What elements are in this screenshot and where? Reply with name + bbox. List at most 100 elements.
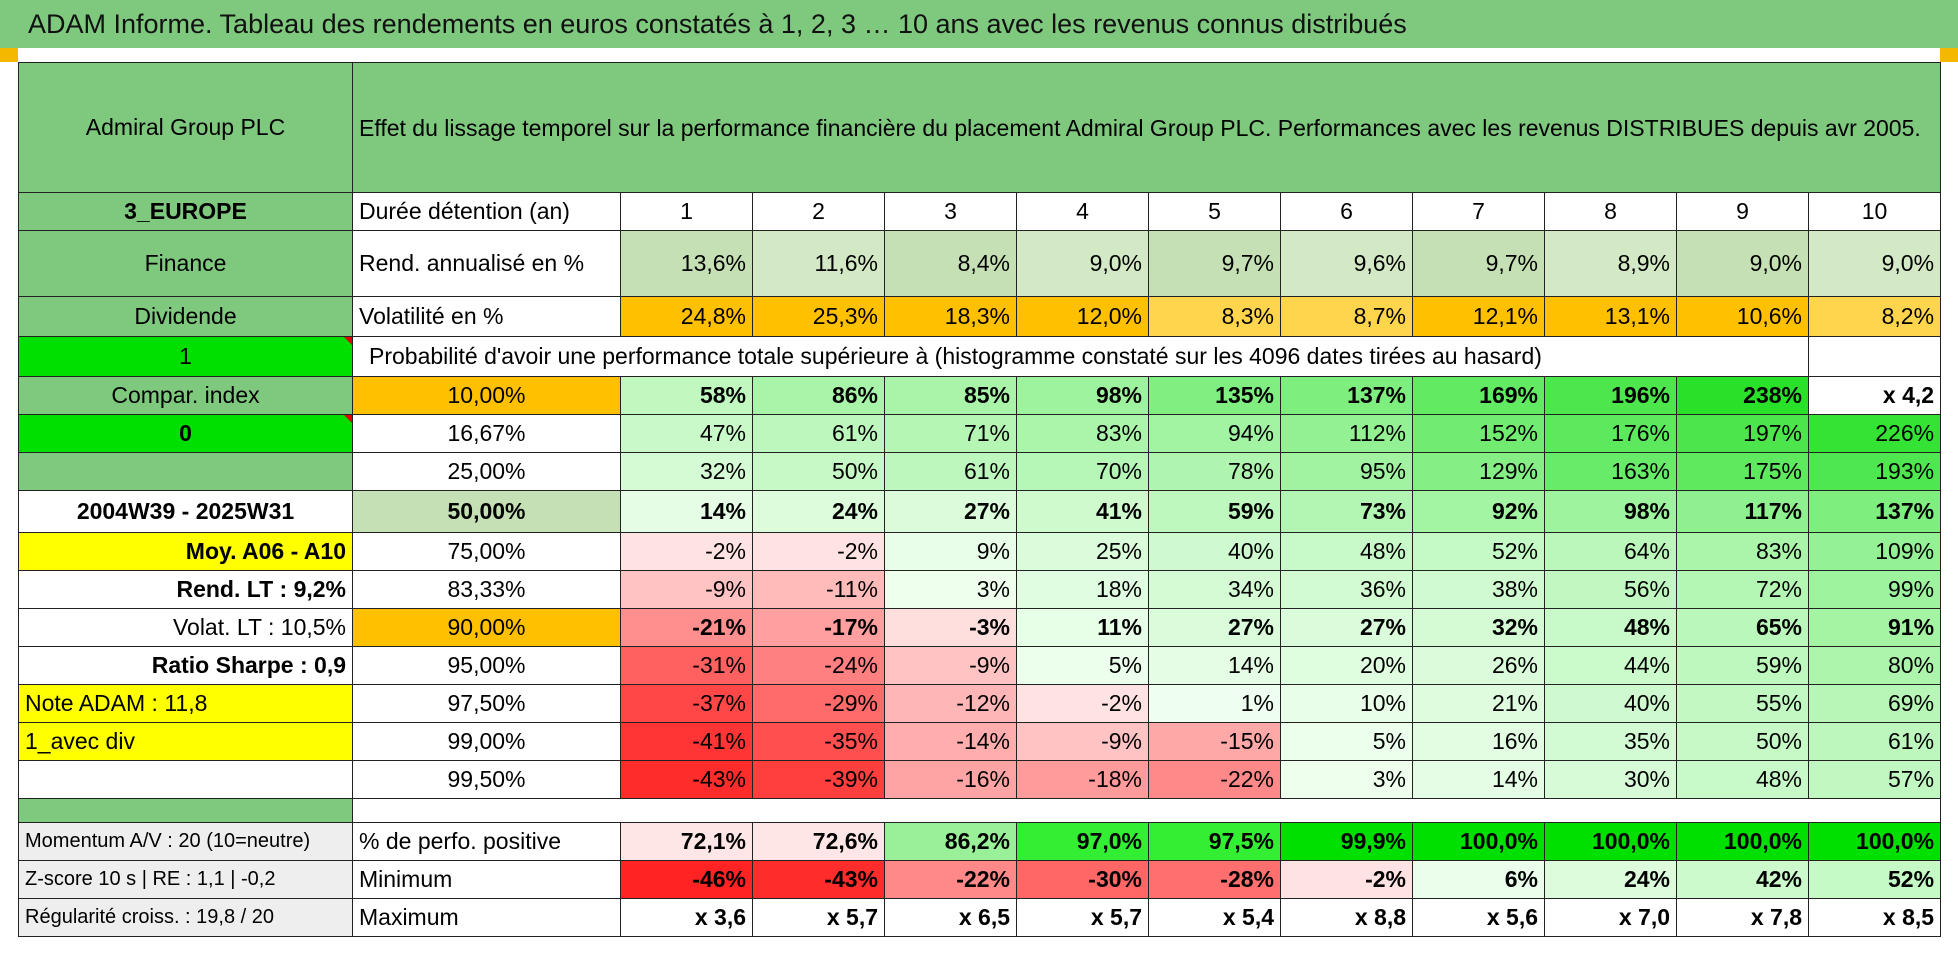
vol-cell: 18,3% bbox=[884, 296, 1017, 337]
proba-cell: 83% bbox=[1676, 532, 1809, 571]
proba-cell: 61% bbox=[884, 452, 1017, 491]
year-header: 5 bbox=[1148, 192, 1281, 231]
threshold-cell: 99,00% bbox=[352, 722, 621, 761]
side-label: Rend. LT : 9,2% bbox=[18, 570, 353, 609]
proba-cell: -3% bbox=[884, 608, 1017, 647]
proba-cell: 48% bbox=[1544, 608, 1677, 647]
proba-cell: 176% bbox=[1544, 414, 1677, 453]
proba-cell: -12% bbox=[884, 684, 1017, 723]
left-edge-marker bbox=[0, 48, 18, 62]
proba-cell: 14% bbox=[1412, 760, 1545, 799]
proba-cell: -17% bbox=[752, 608, 885, 647]
proba-cell: 36% bbox=[1280, 570, 1413, 609]
threshold-cell: 50,00% bbox=[352, 490, 621, 533]
proba-cell: 85% bbox=[884, 376, 1017, 415]
proba-cell: 20% bbox=[1280, 646, 1413, 685]
proba-cell: 44% bbox=[1544, 646, 1677, 685]
proba-cell: 137% bbox=[1280, 376, 1413, 415]
summary-cell: 100,0% bbox=[1412, 822, 1545, 861]
summary-row: Régularité croiss. : 19,8 / 20 Maximum x 3… bbox=[18, 898, 1942, 937]
summary-cell: -28% bbox=[1148, 860, 1281, 899]
proba-cell: 61% bbox=[1807, 722, 1942, 761]
comment-marker bbox=[344, 337, 352, 345]
proba-cell: 50% bbox=[1676, 722, 1809, 761]
proba-cell: 5% bbox=[1016, 646, 1149, 685]
summary-side-label: Z-score 10 s | RE : 1,1 | -0,2 bbox=[18, 860, 353, 899]
proba-cell: 73% bbox=[1280, 490, 1413, 533]
summary-cell: x 5,4 bbox=[1148, 898, 1281, 937]
proba-cell: 25% bbox=[1016, 532, 1149, 571]
summary-cell: x 6,5 bbox=[884, 898, 1017, 937]
proba-row: Rend. LT : 9,2% 83,33% -9% -11% 3% 18% 34% 36% 3… bbox=[18, 570, 1942, 609]
summary-cell: 99,9% bbox=[1280, 822, 1413, 861]
proba-cell: 48% bbox=[1280, 532, 1413, 571]
proba-cell: 40% bbox=[1148, 532, 1281, 571]
summary-cell: 72,1% bbox=[620, 822, 753, 861]
summary-cell: 100,0% bbox=[1807, 822, 1942, 861]
summary-cell: 100,0% bbox=[1544, 822, 1677, 861]
proba-cell: 152% bbox=[1412, 414, 1545, 453]
proba-cell: 21% bbox=[1412, 684, 1545, 723]
proba-cell: 41% bbox=[1016, 490, 1149, 533]
vol-cell: 8,3% bbox=[1148, 296, 1281, 337]
threshold-cell: 95,00% bbox=[352, 646, 621, 685]
vol-cell: 24,8% bbox=[620, 296, 753, 337]
proba-cell: 61% bbox=[752, 414, 885, 453]
proba-row: Compar. index 10,00% 58% 86% 85% 98% 135% 137% 1… bbox=[18, 376, 1942, 415]
summary-label: % de perfo. positive bbox=[352, 822, 621, 861]
vol-cell: 13,1% bbox=[1544, 296, 1677, 337]
proba-cell: 64% bbox=[1544, 532, 1677, 571]
flag-one: 1 bbox=[18, 336, 353, 377]
proba-row: Moy. A06 - A10 75,00% -2% -2% 9% 25% 40% 48% 52%… bbox=[18, 532, 1942, 571]
proba-cell: 58% bbox=[620, 376, 753, 415]
summary-cell: 97,0% bbox=[1016, 822, 1149, 861]
proba-cell: 5% bbox=[1280, 722, 1413, 761]
table-description: Effet du lissage temporel sur la perform… bbox=[351, 62, 1942, 193]
summary-cell: -43% bbox=[752, 860, 885, 899]
proba-cell: 196% bbox=[1544, 376, 1677, 415]
vol-cell: 12,1% bbox=[1412, 296, 1545, 337]
summary-cell: x 5,6 bbox=[1412, 898, 1545, 937]
side-label: Moy. A06 - A10 bbox=[18, 532, 353, 571]
type-label: Dividende bbox=[18, 296, 353, 337]
proba-cell: 59% bbox=[1676, 646, 1809, 685]
vol-cell: 25,3% bbox=[752, 296, 885, 337]
rend-cell: 9,7% bbox=[1148, 230, 1281, 297]
proba-cell: -29% bbox=[752, 684, 885, 723]
proba-cell: 30% bbox=[1544, 760, 1677, 799]
sector-label: Finance bbox=[18, 230, 353, 297]
rend-cell: 9,7% bbox=[1412, 230, 1545, 297]
proba-row: Volat. LT : 10,5% 90,00% -21% -17% -3% 11% 27%… bbox=[18, 608, 1942, 647]
rend-cell: 11,6% bbox=[752, 230, 885, 297]
proba-cell: -31% bbox=[620, 646, 753, 685]
summary-cell: x 3,6 bbox=[620, 898, 753, 937]
proba-cell: 32% bbox=[620, 452, 753, 491]
threshold-cell: 25,00% bbox=[352, 452, 621, 491]
summary-cell: 86,2% bbox=[884, 822, 1017, 861]
threshold-cell: 10,00% bbox=[352, 376, 621, 415]
vol-cell: 10,6% bbox=[1676, 296, 1809, 337]
summary-label: Maximum bbox=[352, 898, 621, 937]
proba-cell: 14% bbox=[620, 490, 753, 533]
proba-spacer bbox=[1676, 336, 1809, 377]
year-header: 6 bbox=[1280, 192, 1413, 231]
proba-cell: 83% bbox=[1016, 414, 1149, 453]
side-label: Compar. index bbox=[18, 376, 353, 415]
summary-cell: x 8,5 bbox=[1807, 898, 1942, 937]
side-label bbox=[18, 452, 353, 491]
proba-cell: 226% bbox=[1807, 414, 1942, 453]
proba-cell: 50% bbox=[752, 452, 885, 491]
proba-cell: 163% bbox=[1544, 452, 1677, 491]
rend-cell: 9,0% bbox=[1016, 230, 1149, 297]
proba-cell: 169% bbox=[1412, 376, 1545, 415]
proba-cell: 40% bbox=[1544, 684, 1677, 723]
proba-cell: 18% bbox=[1016, 570, 1149, 609]
year-header: 2 bbox=[752, 192, 885, 231]
proba-row: Ratio Sharpe : 0,9 95,00% -31% -24% -9% 5% 14%… bbox=[18, 646, 1942, 685]
proba-row: 1_avec div 99,00% -41% -35% -14% -9% -15% 5% 16%… bbox=[18, 722, 1942, 761]
proba-cell: -18% bbox=[1016, 760, 1149, 799]
proba-cell: -39% bbox=[752, 760, 885, 799]
proba-cell: -11% bbox=[752, 570, 885, 609]
proba-cell: 11% bbox=[1016, 608, 1149, 647]
proba-cell: -24% bbox=[752, 646, 885, 685]
